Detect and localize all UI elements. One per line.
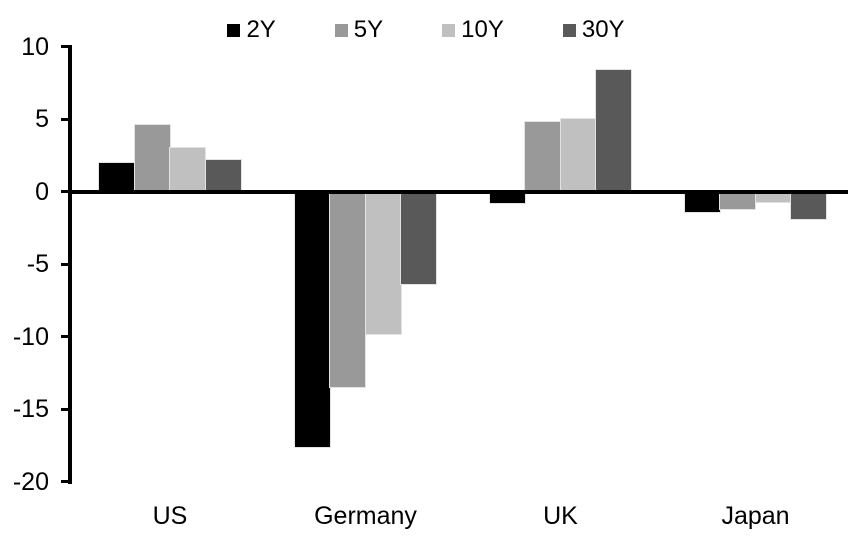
legend-item-5y: 5Y [334,16,384,43]
y-axis-tick-label: 10 [21,32,49,61]
y-axis-tick [61,117,72,121]
bar-us-30y [204,158,242,193]
legend-swatch-10y-icon [442,23,456,37]
bar-japan-10y [754,190,792,203]
legend-item-2y: 2Y [227,16,276,43]
bar-uk-10y [559,118,597,193]
legend-label-10y: 10Y [461,16,504,43]
bar-us-5y [133,123,171,193]
legend-item-30y: 30Y [562,16,625,43]
y-axis-tick [61,45,72,48]
y-axis-tick [61,262,72,266]
bar-germany-2y [293,190,331,448]
y-axis-tick [61,335,72,338]
legend-swatch-30y-icon [562,23,576,37]
y-axis-tick-label: 5 [35,105,49,133]
legend-label-5y: 5Y [353,16,384,43]
y-axis-tick-label: -20 [12,467,49,496]
bar-japan-2y [683,190,721,213]
x-axis-label-germany: Germany [314,502,417,530]
legend-swatch-5y-icon [334,23,348,37]
bar-germany-10y [364,190,402,335]
legend-label-30y: 30Y [581,16,625,43]
bar-uk-30y [595,68,632,193]
y-axis-tick-label: -10 [12,322,49,351]
bar-germany-30y [400,190,437,286]
bar-germany-5y [329,190,366,389]
x-axis-label-japan: Japan [721,502,790,530]
y-axis-tick-label: 0 [35,177,49,206]
y-axis-tick-label: -5 [26,250,49,278]
y-axis-tick [61,190,72,193]
bar-uk-2y [488,190,526,205]
y-axis-tick [61,480,72,483]
legend-swatch-2y-icon [227,23,241,37]
bar-us-10y [169,147,206,193]
bar-japan-5y [719,190,756,210]
x-axis-label-uk: UK [543,502,578,530]
x-axis-line [68,189,848,194]
y-axis-tick [61,407,72,411]
bar-uk-5y [524,120,561,193]
x-axis-label-us: US [152,502,188,530]
y-axis-tick-label: -15 [12,395,49,423]
legend-label-2y: 2Y [246,16,276,43]
bar-us-2y [98,161,135,193]
legend-item-10y: 10Y [442,17,504,43]
bar-japan-30y [790,190,827,221]
chart-legend: 2Y 5Y 10Y 30Y [0,17,852,43]
